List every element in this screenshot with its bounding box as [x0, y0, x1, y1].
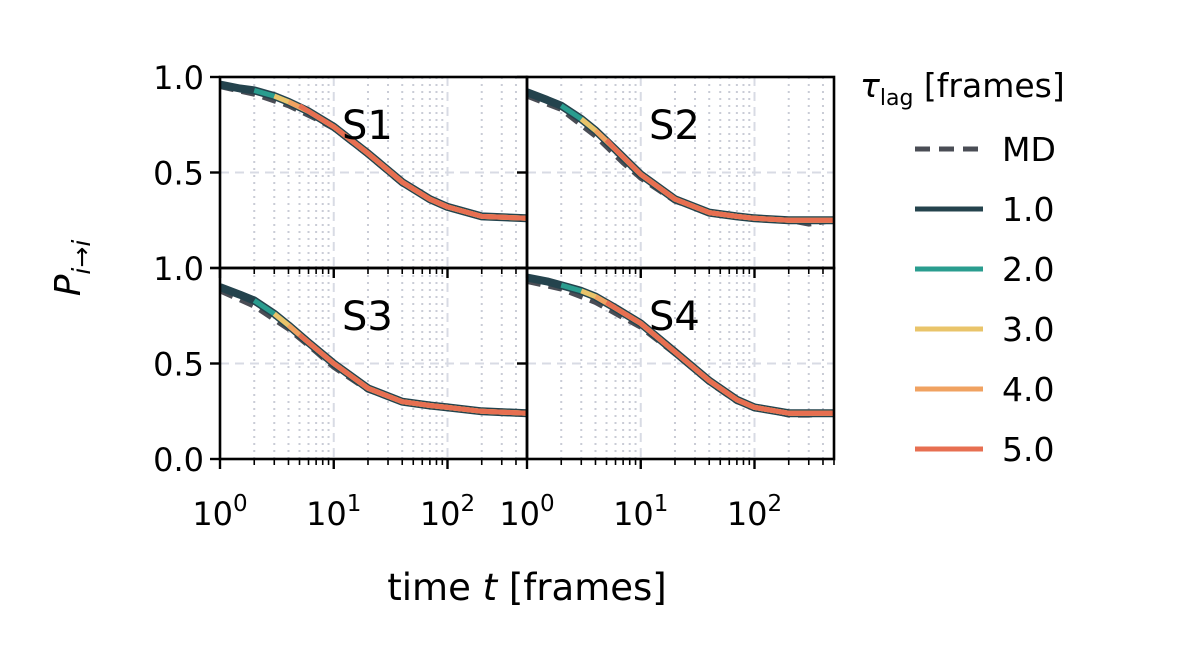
legend-label: 3.0: [1002, 310, 1054, 349]
legend-item-4.0: 4.0: [915, 370, 1054, 409]
legend-label: MD: [1002, 130, 1056, 169]
panel-label-S3: S3: [342, 294, 393, 340]
legend-label: 2.0: [1002, 250, 1054, 289]
x-axis-label: time t [frames]: [387, 566, 667, 609]
legend-item-5.0: 5.0: [915, 430, 1054, 469]
series-layer: [220, 80, 834, 418]
series-tau-5.0-S4: [605, 300, 834, 416]
legend-item-3.0: 3.0: [915, 310, 1054, 349]
panel-label-S4: S4: [649, 294, 700, 340]
x-tick-label: 102: [420, 491, 475, 533]
legend-label: 1.0: [1002, 190, 1054, 229]
legend-title: τlag [frames]: [860, 66, 1065, 111]
series-tau-3.0-S2: [579, 117, 834, 223]
legend-entries: MD 1.0 2.0 3.0 4.0 5.0: [915, 130, 1056, 469]
y-tick-label: 1.0: [153, 250, 204, 288]
y-tick-label: 0.5: [153, 155, 204, 193]
y-tick-label: 1.0: [153, 59, 204, 97]
panel-S4-series: [527, 273, 834, 418]
y-axis-label: Pi→i: [48, 240, 96, 297]
legend-label: 5.0: [1002, 430, 1054, 469]
legend: τlag [frames] MD 1.0 2.0 3.0 4.0 5.0: [860, 66, 1065, 469]
series-tau-4.0-S2: [593, 128, 834, 223]
legend-label: 4.0: [1002, 370, 1054, 409]
x-tick-label: 102: [727, 491, 782, 533]
legend-item-1.0: 1.0: [915, 190, 1054, 229]
panel-S3-series: [220, 283, 527, 418]
panel-S2-series: [527, 88, 834, 227]
legend-item-MD: MD: [915, 130, 1056, 169]
panel-label-S2: S2: [649, 103, 700, 149]
x-tick-label: 101: [306, 491, 361, 533]
grid-layer: [219, 77, 835, 459]
y-tick-label: 0.5: [153, 346, 204, 384]
tick-layer: 0.5 1.0 0.0 0.5 1.0 100 101 102 100 101 102: [153, 59, 835, 533]
series-tau-5.0-S2: [604, 138, 834, 223]
panel-label-S1: S1: [342, 103, 393, 149]
x-tick-label: 100: [192, 491, 247, 533]
x-tick-label: 101: [613, 491, 668, 533]
x-tick-label: 100: [499, 491, 554, 533]
y-tick-label: 0.0: [153, 441, 204, 479]
series-tau-5.0-S1: [298, 103, 527, 221]
panel-S1-series: [220, 80, 527, 223]
series-tau-5.0-S3: [297, 332, 527, 416]
legend-item-2.0: 2.0: [915, 250, 1054, 289]
